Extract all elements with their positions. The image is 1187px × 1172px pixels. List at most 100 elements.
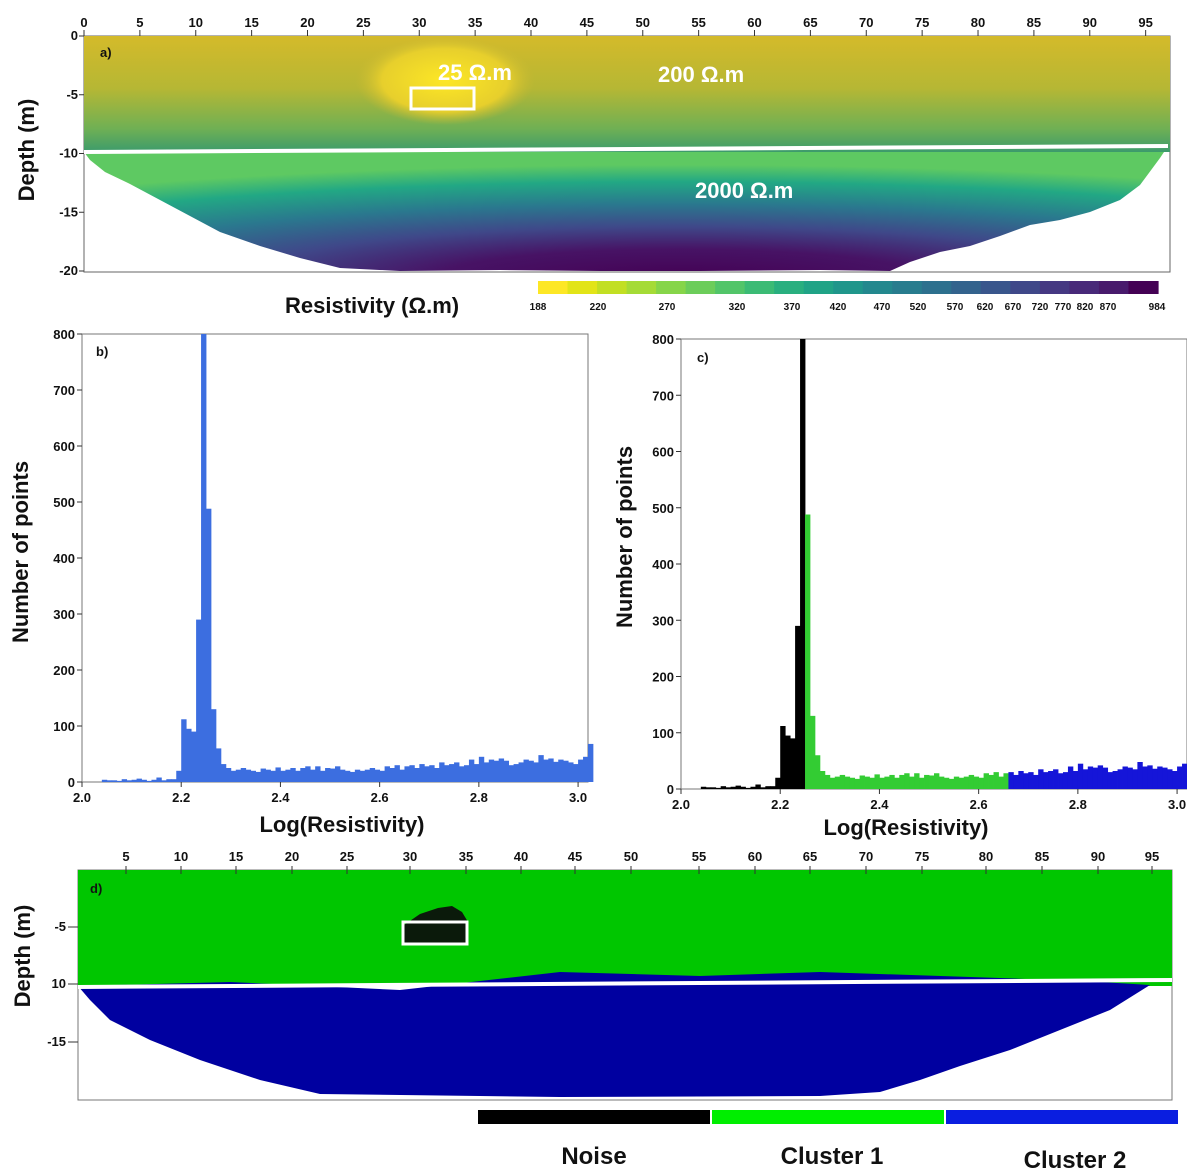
a-xtick-label: 80 <box>971 15 985 30</box>
histogram-bar <box>364 769 371 782</box>
histogram-bar <box>909 776 915 789</box>
histogram-bar <box>735 785 741 789</box>
histogram-bar <box>829 777 836 789</box>
histogram-bar <box>844 776 851 789</box>
histogram-bar <box>715 787 722 789</box>
histogram-bar <box>760 787 766 789</box>
histogram-bar <box>161 780 167 782</box>
colorbar-swatch <box>715 281 746 294</box>
histogram-bar <box>101 779 108 782</box>
a-xtick-label: 45 <box>580 15 594 30</box>
colorbar-label: 820 <box>1077 302 1094 313</box>
colorbar-label: 620 <box>977 302 994 313</box>
histogram-bar <box>1003 773 1009 789</box>
histogram-bar <box>459 766 465 782</box>
histogram-bar <box>320 770 326 782</box>
histogram-bar <box>1038 769 1044 789</box>
histogram-bar <box>414 768 420 782</box>
histogram-bar <box>325 768 331 782</box>
histogram-bar <box>1008 772 1014 789</box>
histogram-bar <box>1117 769 1123 789</box>
colorbar-swatch <box>774 281 805 294</box>
histogram-bar <box>953 776 960 789</box>
panel-a-ylabel: Depth (m) <box>14 99 39 202</box>
histogram-bar <box>750 786 756 789</box>
histogram-bar <box>1162 767 1168 789</box>
histogram-bar <box>924 774 930 789</box>
histogram-bar <box>864 776 870 789</box>
histogram-bar <box>116 780 123 782</box>
histogram-bar <box>889 774 895 789</box>
a-xtick-label: 30 <box>412 15 426 30</box>
histogram-bar <box>809 715 816 789</box>
x-tick-label: 2.4 <box>870 797 889 812</box>
panel-b-tag: b) <box>96 344 108 359</box>
panel-b-xlabel: Log(Resistivity) <box>259 812 424 837</box>
histogram-bar <box>1043 772 1049 789</box>
histogram-bar <box>379 770 386 782</box>
histogram-bar <box>1167 769 1173 789</box>
panel-c: 2.0 2.2 2.4 2.6 2.8 3.0 0 100 200 300 400 500 600 700… <box>612 332 1187 840</box>
legend-label-noise: Noise <box>561 1143 626 1170</box>
histogram-bar <box>419 764 425 782</box>
colorbar-swatch <box>803 281 834 294</box>
histogram-bar <box>938 776 945 789</box>
histogram-bar <box>563 760 569 782</box>
colorbar-swatch <box>892 281 923 294</box>
histogram-bar <box>111 780 118 782</box>
histogram-bar <box>1177 766 1183 789</box>
y-tick-label: 300 <box>53 607 75 622</box>
y-tick-label: 100 <box>53 719 75 734</box>
histogram-bar <box>1067 766 1074 789</box>
histogram-bar <box>344 770 351 782</box>
colorbar-swatch <box>833 281 864 294</box>
histogram-bar <box>508 765 514 782</box>
d-xtick-label: 30 <box>403 849 417 864</box>
histogram-bar <box>359 770 366 782</box>
histogram-bar <box>240 768 247 782</box>
x-tick-label: 2.0 <box>73 790 91 805</box>
histogram-bar <box>805 514 811 789</box>
colorbar-swatch <box>656 281 687 294</box>
a-xtick-label: 35 <box>468 15 482 30</box>
histogram-bar <box>958 777 965 789</box>
y-tick-label: 400 <box>652 557 674 572</box>
histogram-bar <box>899 774 905 789</box>
histogram-bar <box>220 764 227 782</box>
y-tick-label: 400 <box>53 551 75 566</box>
histogram-bar <box>874 774 880 789</box>
histogram-bar <box>588 743 594 782</box>
histogram-bar <box>275 767 281 782</box>
y-tick-label: 600 <box>652 445 674 460</box>
colorbar-label: 984 <box>1149 302 1166 313</box>
histogram-bar <box>449 764 455 782</box>
colorbar-swatch <box>1098 281 1130 294</box>
d-xtick-label: 40 <box>514 849 528 864</box>
histogram-bar <box>374 769 381 782</box>
a-xtick-label: 0 <box>80 15 87 30</box>
panel-a-interface <box>83 144 1169 154</box>
d-xtick-label: 70 <box>859 849 873 864</box>
histogram-bar <box>330 768 336 782</box>
anno-2000: 2000 Ω.m <box>695 178 793 203</box>
histogram-bar <box>904 773 910 789</box>
histogram-bar <box>1182 763 1187 789</box>
a-xtick-label: 75 <box>915 15 929 30</box>
panel-a-top-layer <box>84 36 1170 152</box>
histogram-bar <box>740 786 746 789</box>
histogram-bar <box>215 748 222 782</box>
histogram-bar <box>171 779 177 782</box>
histogram-bar <box>700 786 707 789</box>
histogram-bar <box>1152 768 1158 789</box>
histogram-bar <box>800 339 806 789</box>
colorbar-label: 720 <box>1032 302 1049 313</box>
x-tick-label: 2.8 <box>470 790 488 805</box>
colorbar-swatch <box>567 281 598 294</box>
histogram-bar <box>151 779 157 782</box>
a-ytick-label: -15 <box>59 204 78 219</box>
histogram-bar <box>978 777 985 789</box>
histogram-bar <box>973 776 980 789</box>
histogram-bar <box>1172 771 1178 789</box>
histogram-bar <box>568 762 574 782</box>
histogram-bar <box>1092 767 1099 789</box>
